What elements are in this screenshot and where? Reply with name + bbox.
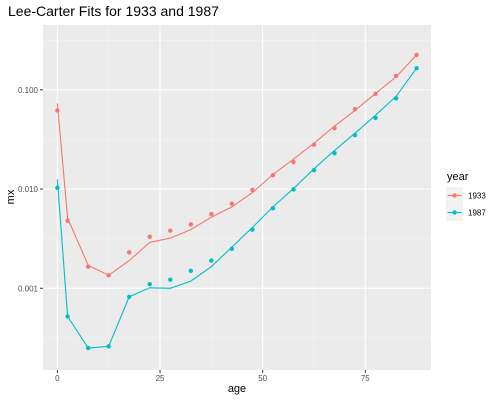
y-axis-title: mx <box>5 189 17 204</box>
x-axis-title: age <box>228 383 246 395</box>
data-point-1933 <box>352 106 358 112</box>
data-point-1987 <box>250 227 255 232</box>
data-point-1933 <box>188 222 194 227</box>
data-point-1933 <box>127 250 132 255</box>
legend-point <box>452 210 457 215</box>
data-point-1933 <box>250 187 255 193</box>
data-point-1933 <box>291 159 296 165</box>
data-point-1933 <box>393 73 399 79</box>
data-point-1987 <box>229 246 235 251</box>
data-point-1987 <box>209 258 214 263</box>
data-point-1987 <box>65 314 70 319</box>
x-tick-label: 25 <box>156 374 165 383</box>
data-point-1987 <box>332 150 337 156</box>
x-tick-label: 0 <box>55 374 60 383</box>
data-point-1987 <box>188 268 194 273</box>
data-point-1987 <box>168 277 173 282</box>
series-layer <box>55 52 419 351</box>
legend-label: 1933 <box>468 192 486 201</box>
chart-title: Lee-Carter Fits for 1933 and 1987 <box>8 3 219 19</box>
data-point-1987 <box>373 115 378 121</box>
legend-label: 1987 <box>468 209 486 218</box>
data-point-1933 <box>168 228 173 233</box>
y-tick-label: 0.001 <box>18 284 39 293</box>
data-point-1933 <box>85 264 91 269</box>
data-point-1933 <box>147 234 152 240</box>
data-point-1987 <box>106 344 111 349</box>
data-point-1933 <box>414 52 419 58</box>
y-tick-label: 0.100 <box>18 86 39 95</box>
legend-title: year <box>447 171 469 183</box>
data-point-1933 <box>229 201 235 206</box>
data-point-1987 <box>352 132 358 138</box>
data-point-1987 <box>311 167 317 173</box>
data-point-1933 <box>270 172 276 178</box>
y-tick-label: 0.010 <box>18 185 39 194</box>
data-point-1933 <box>65 218 70 223</box>
data-point-1987 <box>127 294 132 300</box>
data-point-1933 <box>373 91 378 97</box>
x-tick-label: 75 <box>361 374 370 383</box>
data-point-1933 <box>332 126 337 131</box>
data-point-1933 <box>106 273 111 278</box>
data-point-1933 <box>209 211 214 217</box>
y-axis: 0.001 0.010 0.100 <box>18 86 43 293</box>
data-point-1987 <box>291 187 296 192</box>
plot-panel <box>43 25 431 370</box>
legend-point <box>452 193 457 198</box>
minor-grid <box>43 25 431 370</box>
data-point-1987 <box>393 96 399 101</box>
data-point-1933 <box>311 142 317 147</box>
data-point-1933 <box>55 108 60 113</box>
data-point-1987 <box>414 66 419 71</box>
data-point-1987 <box>270 206 276 211</box>
legend: year 1933 1987 <box>446 171 486 221</box>
x-tick-label: 50 <box>258 374 267 383</box>
data-point-1987 <box>147 281 152 287</box>
major-grid <box>43 25 431 370</box>
x-axis: 0 25 50 75 <box>55 370 370 383</box>
data-point-1987 <box>55 185 60 190</box>
data-point-1987 <box>85 345 91 351</box>
